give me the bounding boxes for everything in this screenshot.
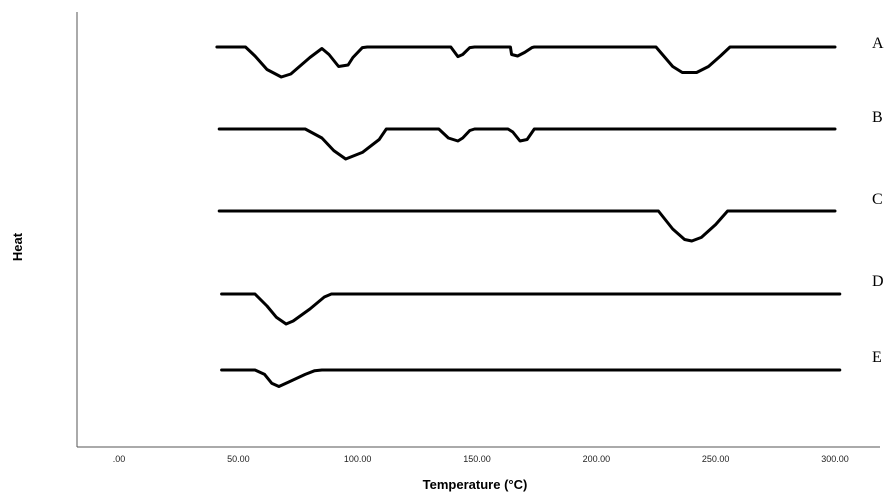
x-tick-label: 150.00 bbox=[463, 454, 491, 464]
series-b-trace bbox=[217, 127, 837, 161]
series-e-label: E bbox=[872, 349, 882, 366]
x-tick-label: 50.00 bbox=[227, 454, 250, 464]
x-tick-label: 100.00 bbox=[344, 454, 372, 464]
x-axis-title: Temperature (°C) bbox=[423, 477, 528, 492]
x-tick-labels: .00 50.00 100.00 150.00 200.00 250.00 300.00 bbox=[113, 454, 849, 464]
x-tick-label: 250.00 bbox=[702, 454, 730, 464]
series-a-trace bbox=[215, 45, 837, 79]
x-tick-label: .00 bbox=[113, 454, 126, 464]
series-traces bbox=[215, 45, 842, 388]
series-d-trace bbox=[220, 292, 842, 326]
x-tick-label: 300.00 bbox=[821, 454, 849, 464]
series-b-label: B bbox=[872, 109, 883, 126]
series-c-label: C bbox=[872, 191, 883, 208]
series-a-label: A bbox=[872, 35, 884, 52]
series-c-trace bbox=[217, 209, 837, 243]
series-labels: A B C D E bbox=[872, 35, 884, 366]
x-tick-label: 200.00 bbox=[583, 454, 611, 464]
y-axis-title: Heat bbox=[10, 232, 25, 261]
series-d-label: D bbox=[872, 273, 884, 290]
series-e-trace bbox=[220, 368, 842, 388]
